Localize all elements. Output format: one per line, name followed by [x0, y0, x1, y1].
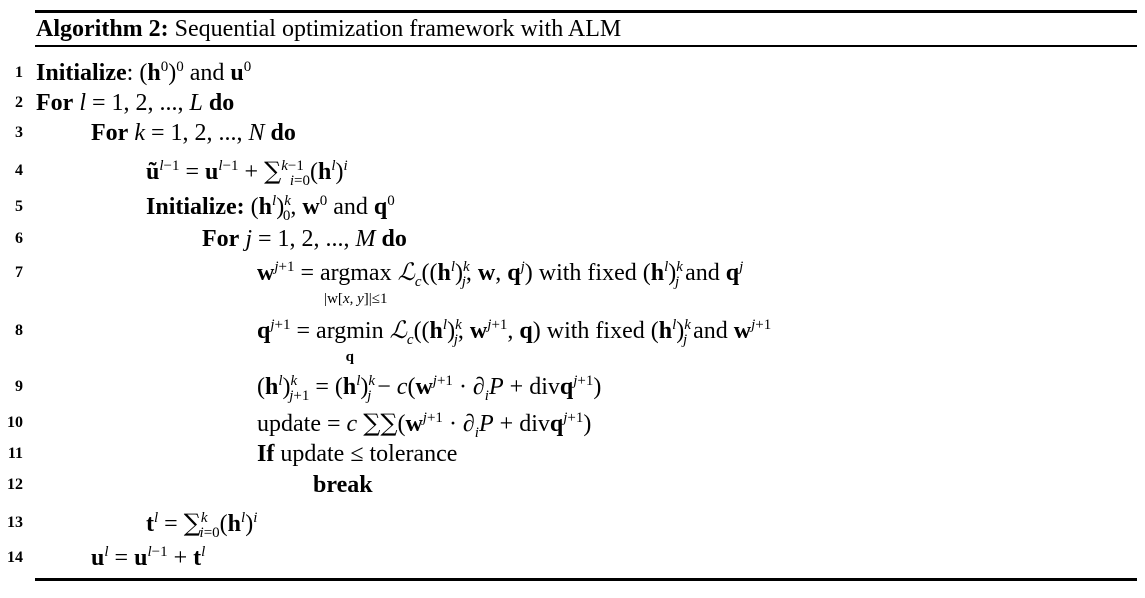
- line-content: update = c ∑∑(wj+1 · ∂iP + divqj+1): [257, 409, 592, 441]
- algorithm-title: Algorithm 2: Sequential optimization fra…: [36, 14, 621, 44]
- algorithm-label: Algorithm 2:: [36, 16, 169, 42]
- header-rule: [35, 45, 1137, 47]
- line-content: For j = 1, 2, ..., M do: [202, 226, 407, 252]
- line-number: 9: [15, 378, 23, 395]
- line-content: If update ≤ tolerance: [257, 441, 458, 467]
- line-content: Initialize: (h0)0 and u0: [36, 59, 252, 87]
- line-content: ul = ul−1 + tl: [91, 544, 206, 572]
- bottom-rule: [35, 578, 1137, 581]
- line-content: Initialize: (hl)k0, w0 and q0: [146, 193, 395, 224]
- line-number: 7: [15, 264, 23, 281]
- line-number: 8: [15, 322, 23, 339]
- line-content: break: [313, 472, 373, 498]
- line-content: wj+1 = argmax |w[x, y]|≤1 ℒc((hl)kj, w, q…: [257, 259, 744, 308]
- line-number: 1: [15, 64, 23, 81]
- line-content: (hl)kj+1 = (hl)kj − c(wj+1 · ∂iP + divqj…: [257, 373, 602, 404]
- line-number: 14: [7, 549, 23, 566]
- line-number: 13: [7, 514, 23, 531]
- line-number: 4: [15, 162, 23, 179]
- line-number: 11: [7, 445, 23, 462]
- line-number: 2: [15, 94, 23, 111]
- line-content: For l = 1, 2, ..., L do: [36, 90, 235, 116]
- line-number: 5: [15, 198, 23, 215]
- algorithm-caption: Sequential optimization framework with A…: [174, 16, 622, 42]
- line-number: 3: [15, 124, 23, 141]
- top-rule: [35, 10, 1137, 13]
- line-content: ũl−1 = ul−1 + ∑k−1i=0(hl)i: [146, 157, 348, 189]
- line-number: 12: [7, 476, 23, 493]
- line-content: For k = 1, 2, ..., N do: [91, 120, 296, 146]
- line-content: tl = ∑ki=0(hl)i: [146, 509, 258, 541]
- line-number: 6: [15, 230, 23, 247]
- line-content: qj+1 = argmin q ℒc((hl)kj, wj+1, q) with …: [257, 317, 772, 366]
- line-number: 10: [7, 414, 23, 431]
